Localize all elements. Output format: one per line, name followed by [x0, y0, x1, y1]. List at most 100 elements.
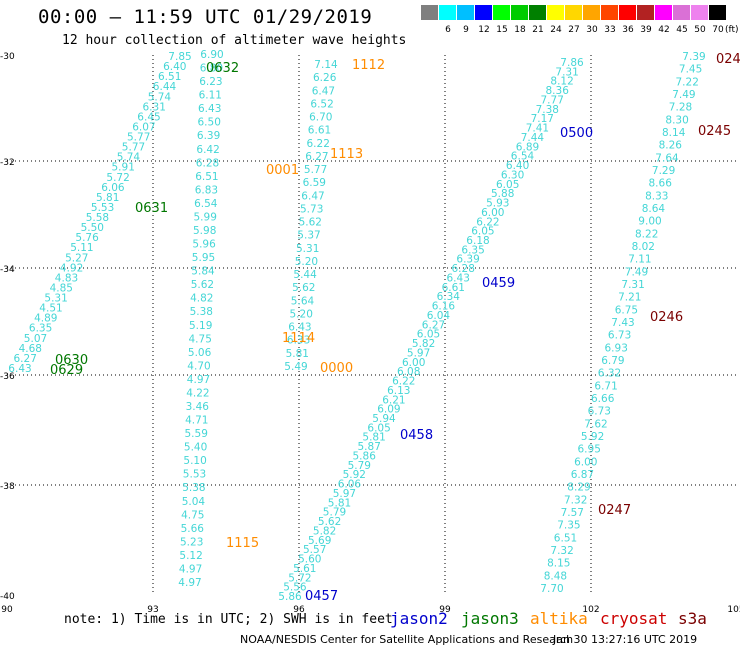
- legend-tick-label: 12: [478, 25, 490, 35]
- wave-height-value: 5.97: [407, 347, 430, 359]
- wave-height-value: 8.36: [546, 85, 570, 97]
- wave-height-value: 6.28: [196, 157, 219, 169]
- wave-height-value: 6.08: [397, 366, 420, 378]
- wave-height-value: 5.12: [179, 550, 202, 562]
- wave-height-value: 5.40: [184, 442, 207, 454]
- wave-height-value: 4.97: [187, 374, 210, 386]
- wave-height-value: 5.82: [313, 525, 336, 537]
- wave-height-value: 8.15: [547, 558, 570, 570]
- wave-height-value: 5.37: [297, 230, 320, 242]
- wave-height-value: 6.54: [511, 151, 535, 163]
- wave-height-value: 5.19: [189, 320, 212, 332]
- lat-tick-label: -40: [0, 592, 15, 602]
- legend-unit: (ft): [725, 25, 739, 35]
- wave-height-value: 6.40: [163, 61, 186, 73]
- wave-height-value: 6.16: [432, 301, 456, 313]
- legend-swatch: [583, 5, 600, 20]
- wave-height-value: 5.58: [86, 212, 109, 224]
- wave-height-value: 5.49: [284, 361, 307, 373]
- wave-height-value: 5.10: [183, 455, 206, 467]
- wave-height-value: 6.43: [288, 322, 311, 334]
- pass-time-label: 0246: [650, 310, 683, 325]
- altimeter-tracks: 7.856.406.516.445.746.316.456.075.775.77…: [8, 49, 705, 603]
- wave-height-value: 5.56: [283, 582, 307, 594]
- wave-height-value: 7.28: [669, 102, 692, 114]
- wave-height-value: 5.96: [192, 239, 216, 251]
- wave-height-value: 6.35: [29, 323, 52, 335]
- wave-height-value: 8.66: [649, 178, 673, 190]
- wave-height-value: 6.00: [481, 207, 504, 219]
- wave-height-value: 3.46: [186, 401, 210, 413]
- wave-height-value: 6.70: [309, 112, 332, 124]
- legend-tick-label: 50: [694, 25, 706, 35]
- pass-time-label: 1114: [282, 331, 315, 346]
- wave-height-value: 6.90: [200, 49, 223, 61]
- wave-height-value: 6.89: [516, 141, 539, 153]
- legend-tick-label: 21: [532, 25, 544, 35]
- wave-height-value: 4.85: [50, 283, 73, 295]
- wave-height-value: 5.81: [362, 432, 385, 444]
- wave-height-value: 6.61: [442, 282, 465, 294]
- legend-tick-label: 15: [496, 25, 508, 35]
- wave-height-value: 7.39: [682, 51, 705, 63]
- wave-height-value: 5.73: [300, 203, 323, 215]
- wave-height-value: 7.35: [557, 520, 580, 532]
- wave-height-value: 4.51: [39, 303, 62, 315]
- lon-tick-label: 105: [727, 605, 740, 615]
- legend-tick-label: 36: [622, 25, 634, 35]
- wave-height-value: 6.23: [199, 76, 222, 88]
- wave-height-value: 7.77: [541, 95, 564, 107]
- wave-height-value: 5.72: [106, 172, 129, 184]
- wave-height-value: 8.29: [567, 482, 590, 494]
- wave-height-value: 7.57: [561, 507, 584, 519]
- wave-height-value: 5.88: [491, 188, 514, 200]
- wave-height-value: 5.53: [91, 202, 114, 214]
- wave-height-value: 5.86: [353, 451, 377, 463]
- wave-height-value: 6.45: [137, 111, 160, 123]
- wave-height-value: 8.26: [659, 140, 683, 152]
- lat-tick-label: -34: [0, 265, 15, 275]
- pass-time-label: 0247: [598, 503, 631, 518]
- wave-height-value: 6.95: [578, 444, 601, 456]
- legend-jason3: jason3: [461, 609, 519, 628]
- pass-time-label: 0458: [400, 428, 433, 443]
- wave-height-value: 5.27: [65, 252, 88, 264]
- wave-height-value: 7.31: [555, 66, 578, 78]
- wave-height-value: 7.62: [584, 418, 607, 430]
- wave-height-value: 7.14: [314, 59, 338, 71]
- wave-height-value: 6.75: [615, 304, 638, 316]
- wave-height-value: 6.28: [452, 263, 475, 275]
- lat-lon-grid: [7, 55, 736, 595]
- legend-swatch: [439, 5, 456, 20]
- wave-height-value: 8.64: [642, 203, 666, 215]
- wave-height-value: 8.33: [645, 190, 668, 202]
- wave-height-value: 4.75: [181, 509, 204, 521]
- wave-height-value: 7.31: [621, 279, 644, 291]
- legend-tick-label: 6: [445, 25, 451, 35]
- wave-height-value: 4.68: [19, 343, 42, 355]
- legend-swatch: [673, 5, 690, 20]
- legend-cryosat: cryosat: [600, 609, 668, 628]
- wave-height-value: 9.00: [638, 216, 661, 228]
- pass-time-label: 0001: [266, 163, 299, 178]
- legend-swatch: [655, 5, 672, 20]
- wave-height-value: 6.33: [287, 335, 310, 347]
- wave-height-value: 6.35: [461, 244, 484, 256]
- wave-height-value: 5.93: [486, 198, 509, 210]
- wave-height-value: 6.51: [195, 171, 218, 183]
- wave-height-value: 5.44: [293, 269, 317, 281]
- wave-height-value: 5.62: [299, 217, 322, 229]
- pass-time-label: 0630: [55, 353, 88, 368]
- lat-tick-label: -36: [0, 372, 15, 382]
- wave-height-value: 6.18: [466, 235, 489, 247]
- wave-height-value: 6.54: [194, 198, 218, 210]
- wave-height-value: 5.98: [193, 225, 216, 237]
- pass-time-label: 0000: [320, 361, 353, 376]
- wave-height-value: 6.22: [392, 376, 415, 388]
- wave-height-value: 6.71: [594, 380, 617, 392]
- wave-height-value: 5.74: [148, 91, 172, 103]
- wave-height-value: 5.50: [81, 222, 104, 234]
- wave-height-value: 5.07: [24, 333, 47, 345]
- wave-height-value: 6.61: [308, 125, 331, 137]
